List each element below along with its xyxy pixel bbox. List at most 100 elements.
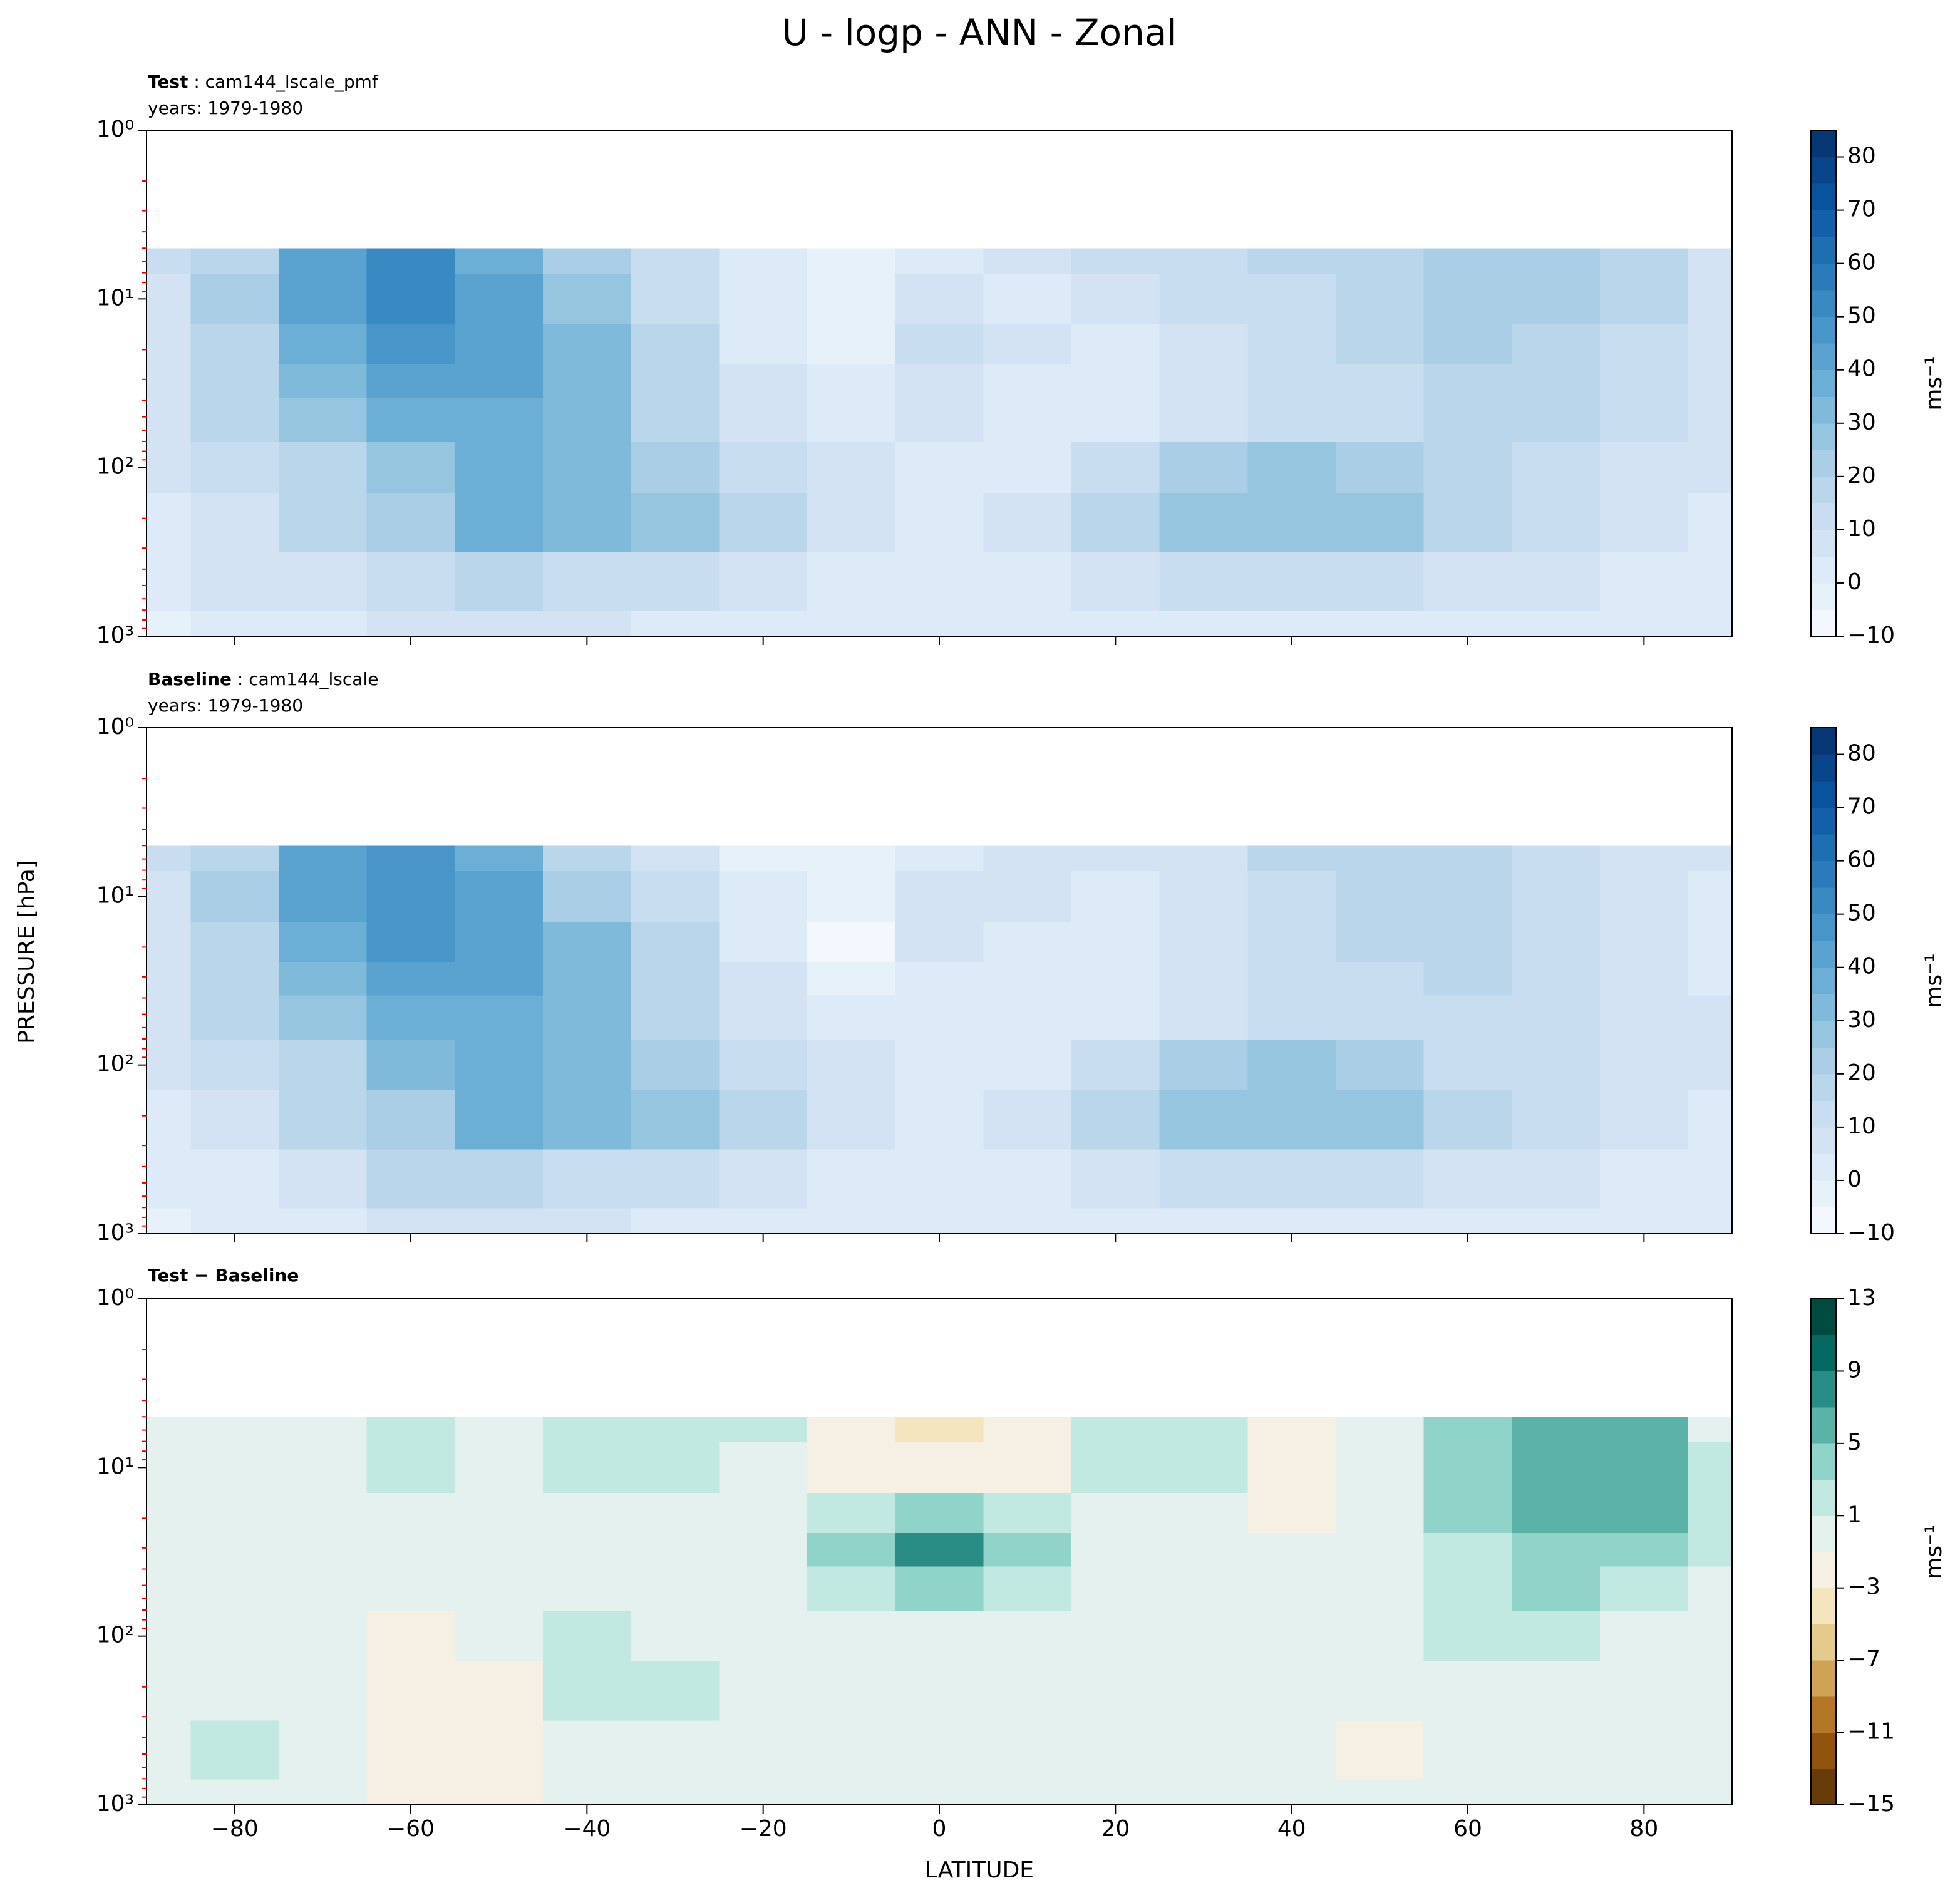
contour-cell [1071,1779,1160,1805]
contour-cell [631,364,720,399]
contour-cell [983,845,1072,872]
contour-cell [1512,248,1601,274]
contour-cell [279,1149,368,1209]
colorbar-band [1811,728,1836,755]
contour-cell [190,1720,279,1780]
contour-cell [1071,1090,1160,1150]
contour-cell [1423,995,1512,1040]
contour-cell [983,398,1072,443]
contour-cell [190,870,279,922]
contour-cell [1512,845,1601,872]
contour-cell [1423,552,1512,612]
contour-cell [455,845,544,872]
contour-cell [455,493,544,552]
contour-cell [807,1533,896,1567]
colorbar-frame [1810,130,1837,637]
panel-title-name: : cam144_lscale [232,669,378,689]
colorbar-tick-label: 20 [1847,463,1876,488]
contour-cell [895,870,984,922]
colorbar-tick-label: 80 [1847,741,1876,767]
contour-cell [543,1149,632,1209]
contour-cell [455,1149,544,1209]
contour-cell [1423,324,1512,365]
y-tick-label: 10² [96,454,134,480]
colorbar-band [1811,1660,1836,1697]
contour-cell [1336,364,1425,399]
contour-cell [1159,1149,1248,1209]
contour-cell [1336,1533,1425,1567]
contour-cell [455,273,544,325]
contour-cell [1071,1417,1160,1443]
contour-field [147,1417,1733,1805]
contour-cell [543,1720,632,1780]
x-tick-label: 0 [932,1816,947,1842]
contour-cell [719,1566,808,1611]
contour-cell [895,1566,984,1611]
contour-cell [543,611,632,637]
colorbar-band [1811,343,1836,371]
contour-cell [1247,273,1336,325]
contour-cell [543,962,632,996]
contour-cell [631,1611,720,1662]
contour-cell [719,1090,808,1150]
colorbar-tick-label: −7 [1847,1646,1880,1672]
colorbar-tick-label: −15 [1847,1791,1895,1817]
contour-cell [1247,1661,1336,1721]
panel-years: years: 1979-1980 [148,98,303,118]
contour-cell [631,845,720,872]
contour-cell [1247,364,1336,399]
contour-cell [455,611,544,637]
colorbar-tick-label: 5 [1847,1430,1862,1455]
contour-cell [983,1492,1072,1534]
y-axis-label: PRESSURE [hPa] [14,860,39,1044]
contour-cell [631,324,720,365]
contour-cell [807,1417,896,1443]
contour-cell [895,1720,984,1780]
contour-cell [1688,493,1733,552]
contour-cell [543,1611,632,1662]
contour-cell [366,1090,455,1150]
contour-cell [983,248,1072,274]
colorbar-band [1811,1552,1836,1589]
contour-cell [1423,1417,1512,1443]
contour-cell [1600,273,1689,325]
contour-cell [895,1149,984,1209]
contour-cell [1423,1611,1512,1662]
contour-cell [1071,845,1160,872]
contour-cell [719,962,808,996]
contour-cell [1071,442,1160,493]
contour-cell [543,552,632,612]
contour-cell [1247,398,1336,443]
contour-cell [455,1779,544,1805]
contour-cell [1600,1149,1689,1209]
contour-cell [1336,248,1425,274]
contour-cell [366,1533,455,1567]
contour-cell [1688,1149,1733,1209]
contour-cell [895,995,984,1040]
contour-cell [1071,995,1160,1040]
contour-cell [1159,1442,1248,1494]
contour-cell [1423,1779,1512,1805]
contour-cell [807,1149,896,1209]
colorbar-tick-label: −11 [1847,1719,1895,1745]
contour-cell [366,442,455,493]
contour-cell [1688,1533,1733,1567]
contour-cell [1159,1720,1248,1780]
colorbar-tick-label: 40 [1847,356,1876,382]
contour-cell [190,1533,279,1567]
contour-cell [1423,1720,1512,1780]
contour-cell [1600,398,1689,443]
contour-cell [455,962,544,996]
contour-cell [455,921,544,963]
contour-cell [190,1566,279,1611]
contour-cell [1600,324,1689,365]
contour-cell [1423,1566,1512,1611]
contour-cell [1159,962,1248,996]
contour-cell [190,1208,279,1234]
contour-cell [279,1611,368,1662]
contour-cell [1159,398,1248,443]
contour-cell [1688,324,1733,365]
contour-cell [1512,962,1601,996]
panel-years: years: 1979-1980 [148,695,303,716]
